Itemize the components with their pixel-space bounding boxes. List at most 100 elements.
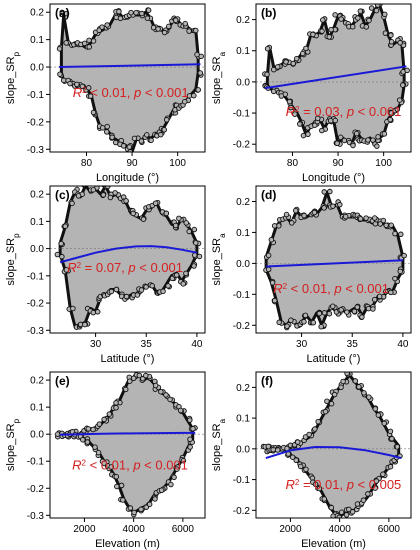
data-point — [316, 485, 323, 492]
y-tick-label: 0.2 — [30, 190, 44, 201]
data-point — [82, 321, 88, 328]
data-point — [359, 314, 365, 320]
data-point — [113, 400, 119, 406]
y-tick-label: 0.2 — [236, 15, 250, 26]
plot-frame — [49, 3, 206, 153]
p-value: p — [132, 457, 140, 472]
data-point — [392, 275, 398, 282]
data-point — [75, 193, 82, 199]
data-point — [193, 240, 199, 246]
data-point — [303, 466, 309, 473]
data-point — [365, 137, 371, 143]
data-point — [388, 222, 394, 229]
data-point — [120, 143, 127, 149]
data-point — [365, 305, 372, 312]
data-point — [388, 39, 395, 45]
panel-c: R2 = 0.07, p < 0.001 (c) -0.3 -0.2 -0.1 0.0 0.… — [5, 185, 206, 365]
data-point — [144, 15, 151, 21]
data-point — [113, 473, 120, 480]
data-point — [173, 272, 180, 278]
r2-value: = 0.01, — [299, 477, 346, 492]
panel-label: (d) — [261, 188, 276, 202]
fit-line — [59, 63, 201, 69]
data-point — [183, 220, 190, 226]
data-point — [365, 491, 371, 497]
y-axis-label-base: slope_SR — [5, 238, 17, 286]
y-tick-label: 0.1 — [236, 228, 250, 239]
data-point — [380, 471, 386, 478]
data-point — [371, 296, 378, 303]
data-point — [360, 497, 367, 503]
r2-value: = 0.03, — [299, 104, 346, 119]
data-point — [108, 288, 115, 295]
plot-frame — [255, 371, 412, 519]
data-point — [271, 223, 278, 229]
x-tick-label: 90 — [126, 158, 138, 169]
y-axis-label-base: slope_SR — [211, 238, 223, 286]
r2-value: < 0.01, — [86, 457, 133, 472]
data-point — [81, 40, 88, 47]
data-point — [182, 20, 188, 27]
y-tick-label: 0.0 — [30, 63, 44, 74]
data-point — [146, 501, 153, 508]
data-point — [352, 378, 359, 384]
y-tick-label: 0.1 — [30, 403, 44, 414]
data-point — [54, 251, 61, 258]
data-point — [145, 7, 152, 13]
data-point — [368, 5, 375, 11]
data-point — [123, 293, 130, 300]
data-point — [130, 210, 136, 217]
data-point — [270, 66, 277, 73]
x-axis-label: Elevation (m) — [95, 538, 160, 550]
data-point — [396, 97, 403, 103]
data-point — [158, 388, 164, 395]
data-point — [108, 464, 114, 470]
data-point — [165, 23, 172, 30]
data-point — [127, 505, 134, 511]
data-point — [351, 308, 358, 315]
data-point — [163, 117, 170, 123]
data-point — [85, 85, 92, 91]
fit-line — [59, 245, 198, 264]
data-point — [112, 190, 118, 196]
y-tick-label: 0.1 — [30, 217, 44, 228]
plot-frame — [49, 185, 206, 334]
data-point — [168, 481, 174, 488]
r2-exponent: 2 — [82, 86, 87, 95]
data-point — [338, 16, 344, 22]
data-point — [107, 194, 114, 201]
data-point — [126, 144, 133, 150]
plot-area — [50, 7, 205, 152]
data-point — [103, 129, 110, 135]
data-point — [363, 215, 369, 221]
data-point — [288, 104, 294, 111]
data-point — [301, 319, 307, 325]
data-point — [160, 288, 166, 295]
data-point — [109, 134, 115, 141]
y-axis-label-base: slope_SR — [211, 423, 223, 471]
data-point — [371, 215, 378, 221]
data-point — [297, 463, 304, 470]
annotation: R2 = 0.07, p < 0.001 — [67, 260, 183, 275]
data-point — [332, 12, 338, 18]
edge-points — [54, 372, 198, 518]
y-axis-label-sub: p — [12, 233, 21, 238]
data-point — [99, 24, 105, 30]
panel-b: R2 = 0.03, p < 0.001 (b) -0.2 -0.1 0.0 0.1 0.2… — [211, 3, 412, 184]
data-point — [143, 372, 149, 379]
data-point — [324, 398, 330, 404]
fit-line — [266, 259, 403, 268]
data-point — [59, 253, 65, 260]
r2-exponent: 2 — [295, 477, 300, 486]
data-point — [63, 10, 70, 17]
data-point — [381, 131, 388, 137]
data-point — [74, 81, 80, 88]
panel-f: R2 = 0.01, p < 0.005 (f) -0.2 -0.1 0.0 0.1 0.2… — [211, 371, 412, 550]
data-point — [284, 323, 290, 329]
data-point — [387, 116, 393, 123]
data-point — [94, 309, 101, 315]
data-point — [306, 431, 312, 438]
p-value: p — [346, 477, 354, 492]
p-rest: < 0.001 — [136, 260, 183, 275]
data-point — [370, 306, 376, 312]
